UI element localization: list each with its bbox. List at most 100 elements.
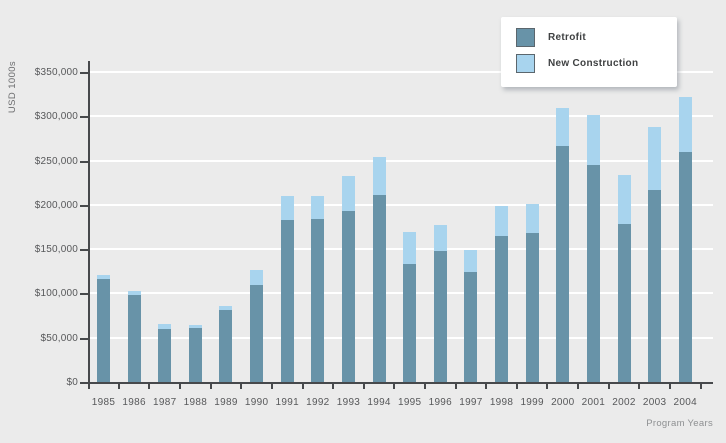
- x-tick-label-1998: 1998: [489, 397, 514, 408]
- bar-segment-new-construction-1991: [280, 195, 294, 220]
- bar-segment-retrofit-1996: [433, 250, 447, 382]
- y-tick-mark: [80, 204, 88, 207]
- bar-segment-new-construction-1985: [97, 274, 110, 280]
- bar-segment-new-construction-2001: [586, 115, 600, 165]
- bar-segment-new-construction-2003: [648, 126, 662, 190]
- bar-segment-new-construction-1986: [127, 290, 141, 296]
- x-tick-label-1996: 1996: [428, 397, 453, 408]
- bar-segment-retrofit-1999: [525, 233, 539, 382]
- y-tick-mark: [80, 71, 88, 74]
- x-tick-label-1988: 1988: [183, 397, 208, 408]
- bar-segment-new-construction-1987: [158, 324, 172, 329]
- bar-segment-new-construction-1992: [311, 195, 325, 219]
- x-tick-label-1992: 1992: [306, 397, 330, 408]
- x-tick-mark: [301, 384, 304, 389]
- bar-segment-retrofit-2000: [556, 146, 570, 382]
- x-tick-mark: [148, 384, 151, 389]
- x-tick-label-1990: 1990: [244, 397, 269, 408]
- x-tick-label-2003: 2003: [642, 397, 667, 408]
- x-tick-mark: [515, 384, 518, 389]
- bar-segment-retrofit-1991: [280, 219, 294, 382]
- gridline-$350,000: [90, 70, 713, 73]
- bar-segment-retrofit-2004: [678, 151, 692, 382]
- x-tick-mark: [270, 384, 273, 389]
- y-tick-label: $100,000: [34, 288, 78, 300]
- y-tick-mark: [80, 249, 88, 252]
- retrofit-swatch-icon: [516, 28, 535, 47]
- bar-segment-retrofit-1992: [311, 219, 325, 382]
- gridline-$50,000: [90, 336, 713, 339]
- bar-segment-retrofit-1994: [372, 195, 386, 382]
- x-tick-label-1989: 1989: [214, 397, 238, 408]
- x-tick-label-1995: 1995: [397, 397, 422, 408]
- legend-label-new-construction: New Construction: [548, 58, 639, 69]
- x-tick-label-2001: 2001: [581, 397, 606, 408]
- x-tick-label-1994: 1994: [367, 397, 391, 408]
- y-tick-label: $250,000: [34, 155, 78, 167]
- bar-segment-retrofit-1998: [495, 235, 509, 382]
- bar-segment-retrofit-1985: [97, 279, 110, 382]
- x-tick-mark: [454, 384, 457, 389]
- x-tick-mark: [179, 384, 182, 389]
- gridline-$250,000: [90, 159, 713, 162]
- bar-segment-retrofit-1987: [158, 328, 172, 382]
- bar-segment-retrofit-1993: [341, 211, 355, 382]
- y-tick-mark: [80, 160, 88, 163]
- x-tick-mark: [332, 384, 335, 389]
- bar-segment-retrofit-1989: [219, 310, 233, 382]
- bar-segment-retrofit-2002: [617, 224, 631, 382]
- x-tick-mark: [209, 384, 212, 389]
- y-tick-label: $0: [66, 377, 78, 388]
- bar-segment-new-construction-1998: [495, 205, 509, 236]
- x-tick-label-2000: 2000: [551, 397, 575, 408]
- y-tick-mark: [80, 337, 88, 340]
- y-tick-label: $50,000: [40, 332, 78, 344]
- bar-segment-retrofit-2001: [586, 164, 600, 382]
- x-tick-label-1986: 1986: [122, 397, 146, 408]
- bar-segment-new-construction-1993: [341, 175, 355, 212]
- x-tick-label-1985: 1985: [91, 397, 116, 408]
- x-tick-label-2002: 2002: [612, 397, 636, 408]
- x-tick-label-1999: 1999: [520, 397, 544, 408]
- bar-segment-retrofit-1995: [403, 264, 417, 382]
- x-tick-mark: [117, 384, 120, 389]
- gridline-$150,000: [90, 248, 713, 251]
- legend-label-retrofit: Retrofit: [548, 32, 586, 43]
- bar-segment-new-construction-1989: [219, 305, 233, 311]
- x-tick-mark: [362, 384, 365, 389]
- x-tick-mark: [699, 384, 702, 389]
- bar-segment-new-construction-2000: [556, 108, 570, 147]
- x-tick-label-1991: 1991: [275, 397, 299, 408]
- legend: Retrofit New Construction: [501, 17, 677, 87]
- x-tick-mark: [546, 384, 549, 389]
- y-tick-label: $200,000: [34, 199, 78, 211]
- bar-segment-new-construction-1997: [464, 250, 478, 273]
- bar-segment-new-construction-1988: [188, 325, 202, 328]
- x-tick-mark: [668, 384, 671, 389]
- x-tick-label-2004: 2004: [673, 397, 697, 408]
- bar-segment-new-construction-1999: [525, 203, 539, 234]
- x-tick-label-1997: 1997: [459, 397, 483, 408]
- y-tick-label: $350,000: [34, 66, 78, 78]
- bar-segment-new-construction-1995: [403, 232, 417, 265]
- x-tick-mark: [424, 384, 426, 389]
- y-tick-mark: [80, 116, 88, 119]
- bar-segment-new-construction-1994: [372, 157, 386, 196]
- x-tick-mark: [485, 384, 488, 389]
- gridline-$200,000: [90, 203, 713, 206]
- gridline-$100,000: [90, 292, 713, 295]
- x-tick-mark: [240, 384, 243, 389]
- y-axis-line: [88, 61, 90, 389]
- bar-segment-retrofit-2003: [648, 189, 662, 382]
- x-axis-title: Program Years: [646, 418, 713, 429]
- bar-segment-retrofit-1990: [250, 285, 264, 382]
- bar-segment-new-construction-2002: [617, 174, 631, 225]
- bar-segment-new-construction-1990: [250, 270, 264, 286]
- y-tick-mark: [80, 293, 88, 296]
- bar-segment-new-construction-1996: [433, 225, 447, 251]
- bar-segment-retrofit-1997: [464, 272, 478, 382]
- x-tick-mark: [607, 384, 610, 389]
- gridline-$300,000: [90, 115, 713, 118]
- x-tick-label-1993: 1993: [336, 397, 361, 408]
- bar-segment-retrofit-1986: [127, 295, 141, 382]
